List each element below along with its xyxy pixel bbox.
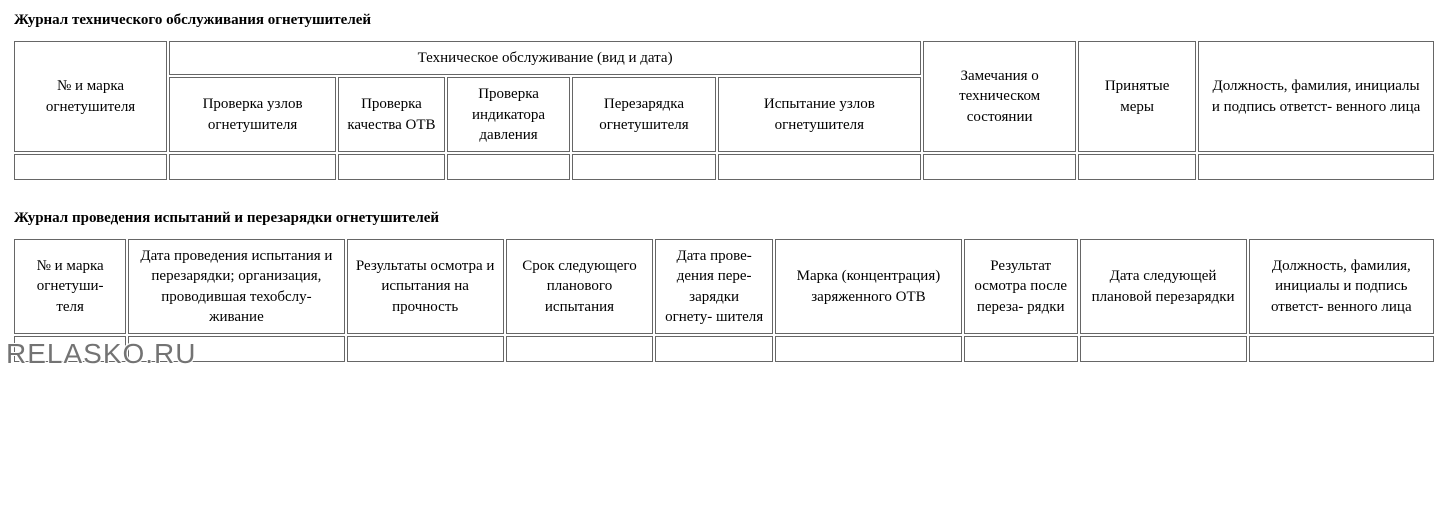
t1-h-sub5: Испытание узлов огнетушителя	[718, 77, 922, 152]
t1-r0-c2	[338, 154, 445, 180]
table-row	[14, 154, 1434, 180]
table1: № и марка огнетушителя Техническое обслу…	[12, 39, 1436, 182]
t2-r0-c2	[347, 336, 504, 362]
t1-r0-c3	[447, 154, 571, 180]
table1-title: Журнал технического обслуживания огнетуш…	[14, 12, 1436, 29]
t1-r0-c0	[14, 154, 167, 180]
t1-h-sub4: Перезарядка огнетушителя	[572, 77, 715, 152]
t2-h-c2: Дата проведения испытания и перезарядки;…	[128, 239, 344, 334]
t2-r0-c8	[1249, 336, 1434, 362]
t1-h-col1: № и марка огнетушителя	[14, 41, 167, 152]
t1-h-group: Техническое обслуживание (вид и дата)	[169, 41, 921, 75]
t1-h-col7: Замечания о техническом состоянии	[923, 41, 1076, 152]
t1-r0-c7	[1078, 154, 1196, 180]
t1-h-sub1: Проверка узлов огнетушителя	[169, 77, 336, 152]
t2-h-c1: № и марка огнетуши- теля	[14, 239, 126, 334]
t2-h-c8: Дата следующей плановой перезарядки	[1080, 239, 1247, 334]
t1-r0-c1	[169, 154, 336, 180]
t1-h-col8: Принятые меры	[1078, 41, 1196, 152]
table-row	[14, 336, 1434, 362]
t2-h-c7: Результат осмотра после переза- рядки	[964, 239, 1078, 334]
t1-h-col9: Должность, фамилия, инициалы и подпись о…	[1198, 41, 1434, 152]
t1-h-sub3: Проверка индикатора давления	[447, 77, 571, 152]
t1-r0-c4	[572, 154, 715, 180]
t1-h-sub2: Проверка качества ОТВ	[338, 77, 445, 152]
t2-r0-c3	[506, 336, 653, 362]
t2-h-c9: Должность, фамилия, инициалы и подпись о…	[1249, 239, 1434, 334]
t2-h-c4: Срок следующего планового испытания	[506, 239, 653, 334]
t2-r0-c6	[964, 336, 1078, 362]
t2-r0-c1	[128, 336, 344, 362]
table2-title: Журнал проведения испытаний и перезарядк…	[14, 210, 1436, 227]
t2-h-c6: Марка (концентрация) заряженного ОТВ	[775, 239, 962, 334]
t2-h-c3: Результаты осмотра и испытания на прочно…	[347, 239, 504, 334]
t1-r0-c5	[718, 154, 922, 180]
t1-r0-c6	[923, 154, 1076, 180]
t2-r0-c4	[655, 336, 773, 362]
table2: № и марка огнетуши- теля Дата проведения…	[12, 237, 1436, 364]
t2-r0-c7	[1080, 336, 1247, 362]
t2-r0-c0	[14, 336, 126, 362]
t2-h-c5: Дата прове- дения пере- зарядки огнету- …	[655, 239, 773, 334]
t1-r0-c8	[1198, 154, 1434, 180]
t2-r0-c5	[775, 336, 962, 362]
